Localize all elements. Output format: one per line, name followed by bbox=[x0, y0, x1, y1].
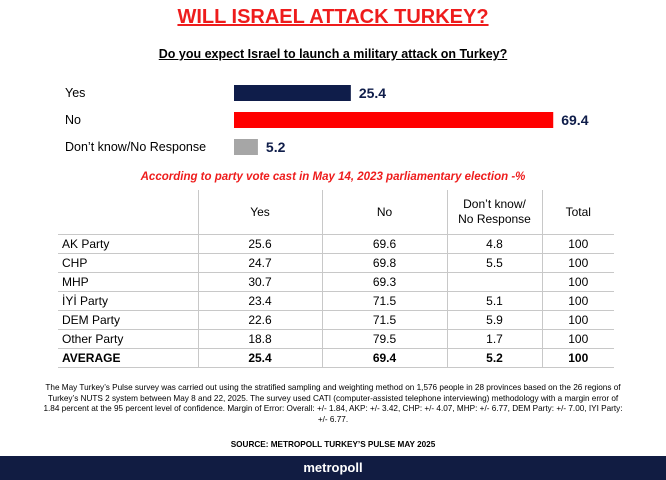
footer-brand: metropoll bbox=[0, 456, 666, 480]
header-dont-know-line1: Don’t know/ bbox=[463, 197, 526, 211]
cell-dont-know: 5.1 bbox=[447, 291, 543, 311]
cell-party: İYİ Party bbox=[58, 291, 199, 311]
cell-dont-know bbox=[447, 272, 543, 292]
table-header-row: Yes No Don’t know/ No Response Total bbox=[58, 190, 614, 235]
party-results-table: Yes No Don’t know/ No Response Total AK … bbox=[58, 190, 614, 368]
cell-dont-know: 5.9 bbox=[447, 310, 543, 330]
header-no: No bbox=[322, 190, 448, 235]
cell-yes: 18.8 bbox=[198, 329, 323, 349]
table-caption: According to party vote cast in May 14, … bbox=[140, 171, 526, 183]
cell-party: DEM Party bbox=[58, 310, 199, 330]
cell-party: Other Party bbox=[58, 329, 199, 349]
cell-total: 100 bbox=[542, 253, 614, 273]
cell-yes: 25.4 bbox=[198, 348, 323, 368]
cell-dont-know: 5.5 bbox=[447, 253, 543, 273]
cell-yes: 25.6 bbox=[198, 234, 323, 254]
header-yes: Yes bbox=[198, 190, 323, 235]
table-average-row: AVERAGE 25.4 69.4 5.2 100 bbox=[58, 348, 614, 368]
bar bbox=[234, 85, 351, 101]
cell-yes: 22.6 bbox=[198, 310, 323, 330]
cell-total: 100 bbox=[542, 272, 614, 292]
header-total: Total bbox=[565, 204, 591, 219]
cell-party: MHP bbox=[58, 272, 199, 292]
cell-yes: 23.4 bbox=[198, 291, 323, 311]
bar bbox=[234, 139, 258, 155]
bar-value-label: 5.2 bbox=[266, 139, 286, 155]
cell-no: 71.5 bbox=[322, 310, 448, 330]
chart-title: WILL ISRAEL ATTACK TURKEY? bbox=[177, 6, 489, 28]
table-row: MHP 30.7 69.3 100 bbox=[58, 272, 614, 292]
bar-category-label: No bbox=[65, 113, 81, 127]
source-line: SOURCE: METROPOLL TURKEY’S PULSE MAY 202… bbox=[230, 440, 436, 449]
cell-dont-know: 1.7 bbox=[447, 329, 543, 349]
cell-total: 100 bbox=[542, 329, 614, 349]
cell-no: 69.6 bbox=[322, 234, 448, 254]
bar-category-label: Don’t know/No Response bbox=[65, 140, 206, 154]
methodology-note: The May Turkey’s Pulse survey was carrie… bbox=[43, 383, 623, 424]
bar-category-label: Yes bbox=[65, 86, 85, 100]
cell-dont-know: 4.8 bbox=[447, 234, 543, 254]
cell-party: AK Party bbox=[58, 234, 199, 254]
question-subtitle: Do you expect Israel to launch a militar… bbox=[158, 47, 508, 61]
cell-no: 79.5 bbox=[322, 329, 448, 349]
header-dont-know: Don’t know/ No Response bbox=[447, 190, 543, 235]
cell-no: 71.5 bbox=[322, 291, 448, 311]
bar-value-label: 25.4 bbox=[359, 85, 386, 101]
cell-yes: 24.7 bbox=[198, 253, 323, 273]
table-row: Other Party 18.8 79.5 1.7 100 bbox=[58, 329, 614, 349]
bar bbox=[234, 112, 554, 128]
table-row: DEM Party 22.6 71.5 5.9 100 bbox=[58, 310, 614, 330]
cell-no: 69.8 bbox=[322, 253, 448, 273]
cell-total: 100 bbox=[542, 234, 614, 254]
bar-value-label: 69.4 bbox=[561, 112, 588, 128]
table-row: AK Party 25.6 69.6 4.8 100 bbox=[58, 234, 614, 254]
cell-yes: 30.7 bbox=[198, 272, 323, 292]
cell-dont-know: 5.2 bbox=[447, 348, 543, 368]
cell-total: 100 bbox=[542, 310, 614, 330]
cell-party: AVERAGE bbox=[58, 348, 199, 368]
table-row: CHP 24.7 69.8 5.5 100 bbox=[58, 253, 614, 273]
cell-total: 100 bbox=[542, 348, 614, 368]
bar-chart: Yes 25.4 No 69.4 Don’t know/No Response 5.2 bbox=[65, 85, 589, 155]
header-party bbox=[58, 190, 199, 235]
cell-no: 69.3 bbox=[322, 272, 448, 292]
cell-no: 69.4 bbox=[322, 348, 448, 368]
table-row: İYİ Party 23.4 71.5 5.1 100 bbox=[58, 291, 614, 311]
cell-total: 100 bbox=[542, 291, 614, 311]
header-dont-know-line2: No Response bbox=[458, 212, 531, 226]
cell-party: CHP bbox=[58, 253, 199, 273]
